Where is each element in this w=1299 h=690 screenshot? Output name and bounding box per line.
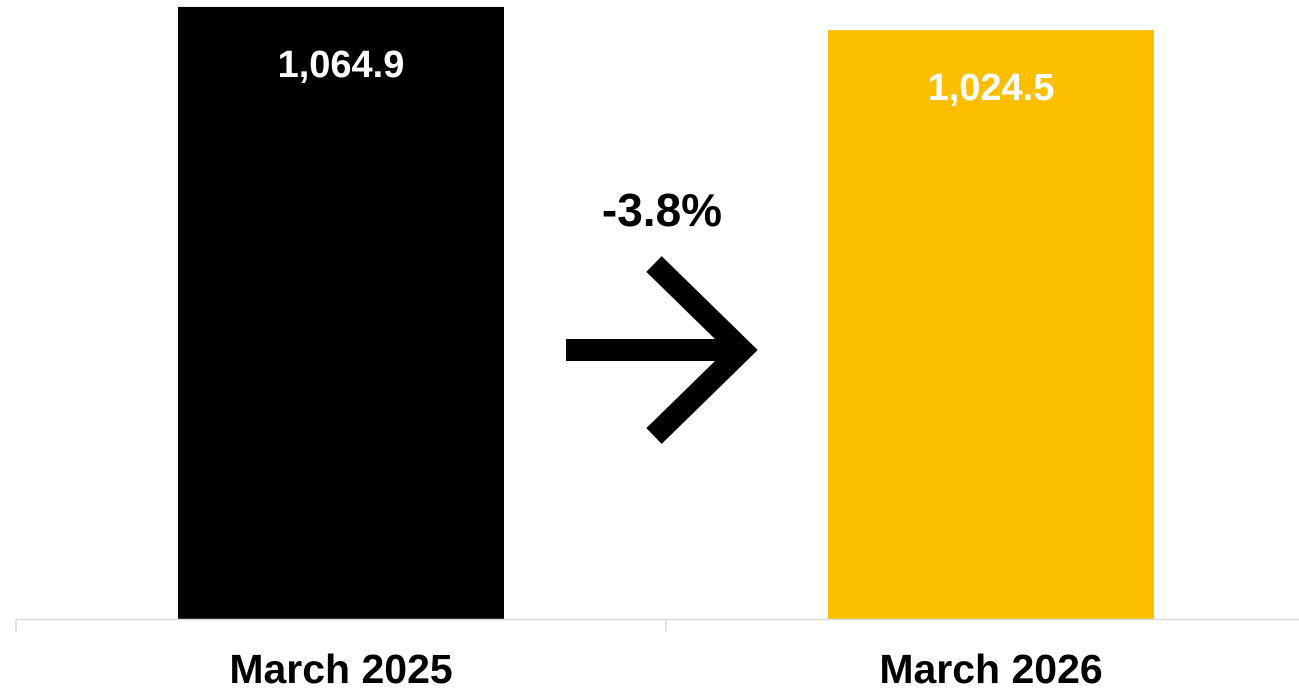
x-tick-label: March 2026 xyxy=(879,646,1102,690)
data-label: 1,064.9 xyxy=(278,44,405,86)
x-tick-label: March 2025 xyxy=(229,646,452,690)
bars-group xyxy=(178,6,1154,620)
change-percent-label: -3.8% xyxy=(602,184,722,236)
arrow-right-icon xyxy=(566,256,758,444)
bar xyxy=(178,6,504,619)
bar xyxy=(828,30,1154,620)
data-label: 1,024.5 xyxy=(928,67,1055,109)
